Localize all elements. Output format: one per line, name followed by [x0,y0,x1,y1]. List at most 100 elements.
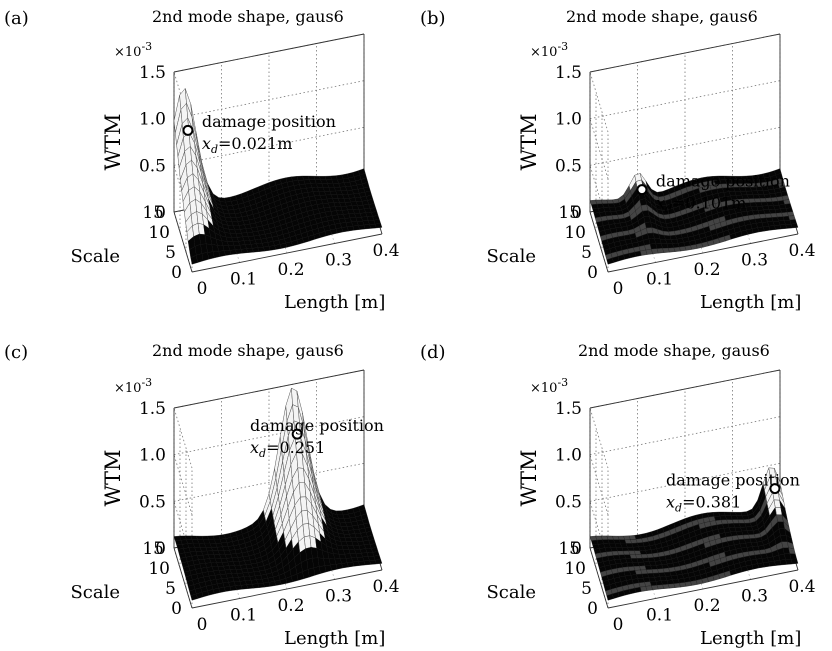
z-tick-label: 1.5 [139,399,166,419]
gridline [589,80,781,120]
surface-facet [790,223,799,229]
panel-title: 2nd mode shape, gaus6 [578,341,770,360]
length-tick-label: 0.4 [788,577,815,597]
length-tick-label: 0.4 [372,241,399,261]
surface-mesh [173,387,383,601]
axis-edge [589,33,781,73]
length-tick-label: 0 [613,615,624,635]
gridline [173,80,365,120]
surface-facet [374,223,383,229]
z-exponent: ×10-3 [114,376,152,396]
length-tick-label: 0.1 [646,606,673,626]
surface-facet [374,559,383,565]
axis-edge [589,369,781,409]
surface-facet [789,553,797,560]
damage-marker [182,124,194,136]
panel-letter: (c) [4,342,28,363]
z-exponent: ×10-3 [530,376,568,396]
z-tick-label: 0 [155,203,166,223]
panel-letter: (a) [4,8,29,29]
length-tick-label: 0.1 [646,270,673,290]
surface-facet [789,219,797,225]
gridline [173,165,193,226]
scale-axis-label: Scale [486,582,536,603]
damage-annotation: damage position [666,470,800,489]
z-axis-label: WTM [517,113,541,170]
gridline [173,416,365,456]
scale-tick-label: 0 [587,263,598,283]
length-tick-label: 0.2 [277,596,304,616]
z-axis-label: WTM [101,449,125,506]
gridline [173,71,193,133]
length-tick-label: 0.3 [741,587,768,607]
z-tick-label: 1.5 [139,63,166,83]
length-tick-label: 0.3 [325,587,352,607]
z-tick-label: 0.5 [139,156,166,176]
panel-title: 2nd mode shape, gaus6 [566,7,758,26]
scale-tick-label: 10 [148,223,170,243]
z-tick-label: 0 [155,539,166,559]
axis-edge [173,547,193,609]
axis-edge [589,211,609,273]
gridline [589,71,609,133]
scale-tick-label: 15 [558,539,580,559]
panel-title: 2nd mode shape, gaus6 [152,7,344,26]
scale-tick-label: 15 [142,539,164,559]
gridline [173,407,193,469]
axis-edge [607,569,799,609]
surface-facet [372,215,380,221]
length-tick-label: 0.4 [372,577,399,597]
length-tick-label: 0 [613,279,624,299]
surface-mesh [173,87,383,265]
scale-tick-label: 10 [564,223,586,243]
z-exponent: ×10-3 [114,40,152,60]
z-tick-label: 1.0 [139,446,166,466]
scale-tick-label: 5 [165,243,176,263]
scale-tick-label: 0 [587,599,598,619]
gridline [173,454,193,515]
gridline [173,126,365,166]
surface-mesh [589,168,799,265]
scale-tick-label: 15 [558,203,580,223]
scale-tick-label: 15 [142,203,164,223]
gridline [589,165,609,226]
length-tick-label: 0.2 [693,260,720,280]
length-tick-label: 0.2 [277,260,304,280]
surface-facet [788,547,796,555]
surface-facet [787,211,795,217]
z-axis-label: WTM [101,113,125,170]
z-tick-label: 0.5 [139,492,166,512]
length-tick-label: 0.4 [788,241,815,261]
scale-tick-label: 0 [171,599,182,619]
length-axis-label: Length [m] [284,292,385,313]
panel-letter: (d) [420,342,446,363]
panel-letter: (b) [420,8,446,29]
axis-edge [173,33,365,73]
axis-edge [607,233,799,273]
damage-position-value: xd=0.381 [666,492,741,514]
gridline [173,501,193,562]
damage-position-value: xd=0.251 [250,438,325,460]
axis-edge [173,211,193,273]
surface-facet [371,547,379,553]
surface-facet [790,558,799,565]
surface-facet [788,215,796,221]
z-tick-label: 0 [571,203,582,223]
gridline [589,407,609,469]
z-tick-label: 0.5 [555,492,582,512]
scale-tick-label: 5 [581,243,592,263]
z-tick-label: 0 [571,539,582,559]
damage-position-value: xd=0.021m [202,134,292,156]
damage-position-value: xd=0.101m [656,193,746,215]
gridline [589,126,781,166]
z-exponent: ×10-3 [530,40,568,60]
length-axis-label: Length [m] [284,628,385,649]
damage-marker [291,428,303,440]
z-tick-label: 1.5 [555,399,582,419]
axis-edge [589,547,609,609]
surface-facet [373,219,381,225]
damage-annotation: damage position [202,112,336,131]
length-axis-label: Length [m] [700,292,801,313]
